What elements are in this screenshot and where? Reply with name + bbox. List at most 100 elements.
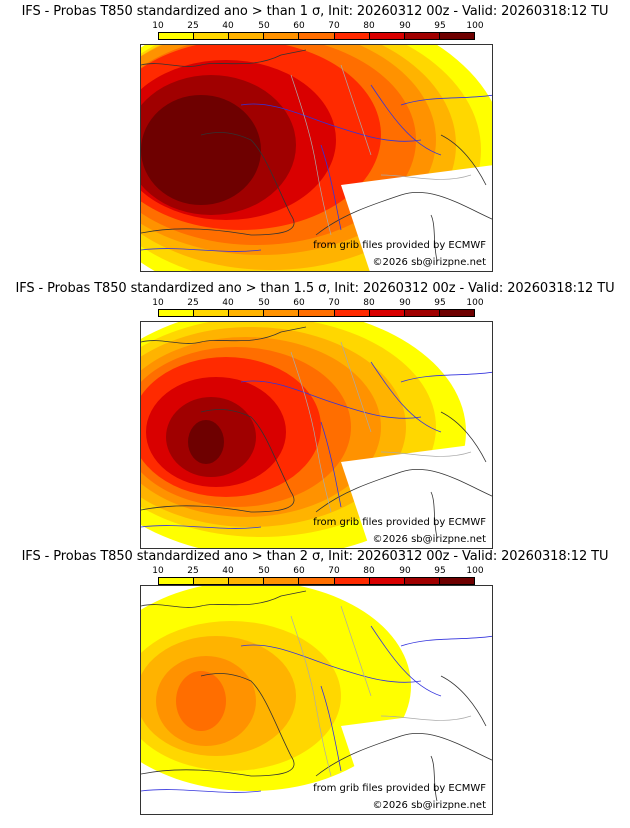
colorbar-segment [334, 33, 370, 39]
colorbar-segment [404, 33, 440, 39]
copyright-credit: ©2026 sb@irizpne.net [372, 800, 486, 811]
colorbar-segment [369, 310, 405, 316]
colorbar-segment [194, 33, 230, 39]
panel-title: IFS - Probas T850 standardized ano > tha… [21, 549, 609, 564]
panel-2sigma: IFS - Probas T850 standardized ano > tha… [0, 549, 630, 824]
probability-map: from grib files provided by ECMWF ©2026 … [140, 321, 493, 549]
copyright-credit: ©2026 sb@irizpne.net [372, 257, 486, 268]
tick-label: 10 [152, 21, 164, 31]
river [320, 144, 342, 231]
no-signal-area [341, 442, 492, 548]
coastline [430, 214, 438, 261]
coastline [315, 468, 492, 513]
river [141, 248, 262, 252]
river [320, 421, 342, 508]
probability-map: from grib files provided by ECMWF ©2026 … [140, 44, 493, 272]
colorbar-segment [404, 310, 440, 316]
coastline [141, 590, 307, 608]
copyright-credit: ©2026 sb@irizpne.net [372, 534, 486, 545]
river [320, 685, 342, 772]
tick-label: 80 [363, 298, 375, 308]
panel-title: IFS - Probas T850 standardized ano > tha… [21, 4, 609, 19]
coastline [440, 411, 487, 463]
colorbar-segment [299, 310, 335, 316]
coastline [440, 675, 487, 727]
river [400, 94, 492, 106]
colorbar-segment [194, 578, 230, 584]
tick-label: 80 [363, 21, 375, 31]
coastline [141, 132, 295, 236]
colorbar-segment [229, 310, 265, 316]
tick-label: 90 [399, 298, 411, 308]
source-credit: from grib files provided by ECMWF [313, 783, 486, 794]
tick-label: 95 [434, 566, 446, 576]
tick-label: 100 [466, 298, 484, 308]
colorbar-ticks: 10 25 40 50 60 70 80 90 95 100 [152, 566, 483, 576]
admin-border [380, 715, 472, 721]
colorbar-segment [194, 310, 230, 316]
tick-label: 50 [258, 566, 270, 576]
colorbar-ticks: 10 25 40 50 60 70 80 90 95 100 [152, 21, 483, 31]
river [370, 84, 442, 156]
tick-label: 60 [293, 21, 305, 31]
coastline [430, 491, 438, 538]
probability-contour [176, 671, 226, 731]
colorbar [158, 309, 475, 317]
admin-border [290, 615, 332, 777]
river [240, 380, 422, 419]
admin-border [340, 64, 372, 156]
no-signal-area [341, 165, 492, 271]
tick-label: 90 [399, 566, 411, 576]
colorbar-segment [159, 310, 195, 316]
colorbar [158, 577, 475, 585]
river [400, 635, 492, 647]
colorbar-segment [334, 310, 370, 316]
colorbar-segment [264, 310, 300, 316]
river [240, 644, 422, 683]
admin-border [380, 451, 472, 457]
admin-border [380, 174, 472, 180]
panel-title: IFS - Probas T850 standardized ano > tha… [15, 281, 615, 296]
tick-label: 25 [187, 566, 199, 576]
probability-map: from grib files provided by ECMWF ©2026 … [140, 585, 493, 815]
colorbar-segment [369, 578, 405, 584]
tick-label: 25 [187, 298, 199, 308]
tick-label: 100 [466, 21, 484, 31]
no-signal-area [341, 706, 492, 814]
colorbar-ticks: 10 25 40 50 60 70 80 90 95 100 [152, 298, 483, 308]
probability-contour [188, 420, 224, 464]
colorbar-segment [334, 578, 370, 584]
coastline [315, 732, 492, 777]
tick-label: 95 [434, 298, 446, 308]
colorbar-segment [299, 33, 335, 39]
tick-label: 50 [258, 21, 270, 31]
colorbar-segment [264, 578, 300, 584]
colorbar-segment [229, 578, 265, 584]
river [370, 625, 442, 697]
tick-label: 70 [328, 566, 340, 576]
tick-label: 70 [328, 298, 340, 308]
tick-label: 100 [466, 566, 484, 576]
colorbar-segment [229, 33, 265, 39]
tick-label: 25 [187, 21, 199, 31]
river [141, 789, 262, 793]
tick-label: 40 [222, 21, 234, 31]
panel-1-5sigma: IFS - Probas T850 standardized ano > tha… [0, 281, 630, 551]
tick-label: 40 [222, 566, 234, 576]
tick-label: 50 [258, 298, 270, 308]
colorbar-segment [439, 33, 474, 39]
admin-border [340, 605, 372, 697]
admin-border [340, 341, 372, 433]
colorbar-segment [264, 33, 300, 39]
colorbar [158, 32, 475, 40]
colorbar-segment [369, 33, 405, 39]
tick-label: 60 [293, 566, 305, 576]
tick-label: 80 [363, 566, 375, 576]
source-credit: from grib files provided by ECMWF [313, 517, 486, 528]
probability-contour [141, 95, 261, 205]
source-credit: from grib files provided by ECMWF [313, 240, 486, 251]
admin-border [290, 74, 332, 236]
river [370, 361, 442, 433]
tick-label: 90 [399, 21, 411, 31]
panel-1sigma: IFS - Probas T850 standardized ano > tha… [0, 4, 630, 276]
